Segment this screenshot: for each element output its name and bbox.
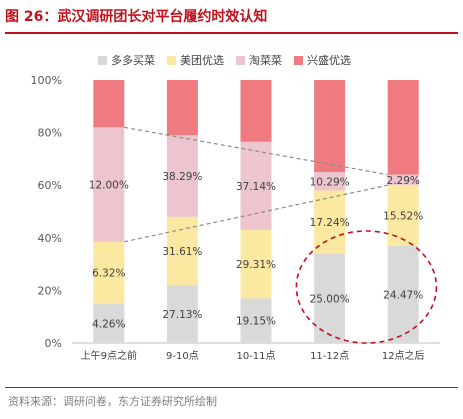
y-tick-label: 80% <box>38 127 62 140</box>
legend: 多多买菜 美团优选 淘菜菜 兴盛优选 <box>98 52 363 68</box>
bar-segment-2 <box>93 127 125 242</box>
bar-segment-3 <box>166 80 198 136</box>
data-label: 24.47% <box>383 289 423 301</box>
legend-item-2: 淘菜菜 <box>236 52 282 68</box>
legend-swatch <box>236 55 245 65</box>
legend-item-3: 兴盛优选 <box>294 52 351 68</box>
y-tick-label: 100% <box>31 74 62 87</box>
bar-segment-3 <box>93 80 125 128</box>
x-tick-label: 10-11点 <box>236 350 275 362</box>
bar-segment-3 <box>387 80 419 175</box>
trend-dashed-line <box>124 126 388 176</box>
data-label: 27.13% <box>162 309 202 321</box>
bar-segment-0 <box>314 253 346 343</box>
bar-segment-2 <box>166 135 198 217</box>
data-label: 12.00% <box>89 180 129 192</box>
x-tick-label: 上午9点之前 <box>81 349 137 362</box>
footer-rule <box>5 387 458 388</box>
y-tick-label: 40% <box>38 232 62 245</box>
bar-segment-1 <box>166 216 198 286</box>
bar-segment-3 <box>314 80 346 173</box>
legend-label: 淘菜菜 <box>249 54 282 67</box>
bar-segment-2 <box>314 172 346 191</box>
figure-title: 图 26：武汉调研团长对平台履约时效认知 <box>5 9 268 25</box>
legend-item-1: 美团优选 <box>167 52 224 68</box>
y-tick-label: 20% <box>38 284 62 297</box>
bar-segment-2 <box>240 141 272 230</box>
legend-swatch <box>167 55 176 65</box>
data-label: 38.29% <box>162 171 202 183</box>
legend-swatch <box>98 55 107 65</box>
y-tick-label: 60% <box>38 179 62 192</box>
legend-label: 美团优选 <box>180 54 224 67</box>
legend-item-0: 多多买菜 <box>98 52 155 68</box>
bar-segment-3 <box>240 80 272 142</box>
data-label: 2.29% <box>387 175 420 187</box>
data-label: 37.14% <box>236 181 276 193</box>
data-label: 17.24% <box>310 217 350 229</box>
title-rule <box>5 32 458 34</box>
data-label: 19.15% <box>236 316 276 328</box>
bar-segment-0 <box>166 285 198 343</box>
bar-segment-1 <box>240 229 272 299</box>
data-label: 29.31% <box>236 259 276 271</box>
data-label: 4.26% <box>92 318 125 330</box>
x-tick-label: 12点之后 <box>382 349 425 362</box>
bar-segment-0 <box>387 245 419 343</box>
data-label: 10.29% <box>310 176 350 188</box>
stacked-bar-chart: 0% 20% 40% 60% 80% 100% 4.26% 6.32% 12.00% 上午9点之前… <box>31 74 440 362</box>
x-tick-label: 11-12点 <box>310 350 349 362</box>
data-label: 6.32% <box>92 268 125 280</box>
legend-label: 多多买菜 <box>111 54 155 67</box>
source-note: 资料来源：调研问卷，东方证券研究所绘制 <box>8 395 217 408</box>
trend-dashed-line <box>124 184 388 243</box>
bar-segment-1 <box>314 190 346 254</box>
bar-segment-1 <box>93 241 125 304</box>
bar-segment-0 <box>93 303 125 343</box>
data-label: 31.61% <box>162 246 202 258</box>
bar-segment-2 <box>387 174 419 186</box>
bar-segment-0 <box>240 298 272 343</box>
legend-label: 兴盛优选 <box>307 54 351 67</box>
data-label: 25.00% <box>310 293 350 305</box>
legend-swatch <box>294 55 303 65</box>
data-label: 15.52% <box>383 210 423 222</box>
y-tick-label: 0% <box>45 337 62 350</box>
x-tick-label: 9-10点 <box>166 350 199 362</box>
highlight-ellipse <box>295 230 438 344</box>
